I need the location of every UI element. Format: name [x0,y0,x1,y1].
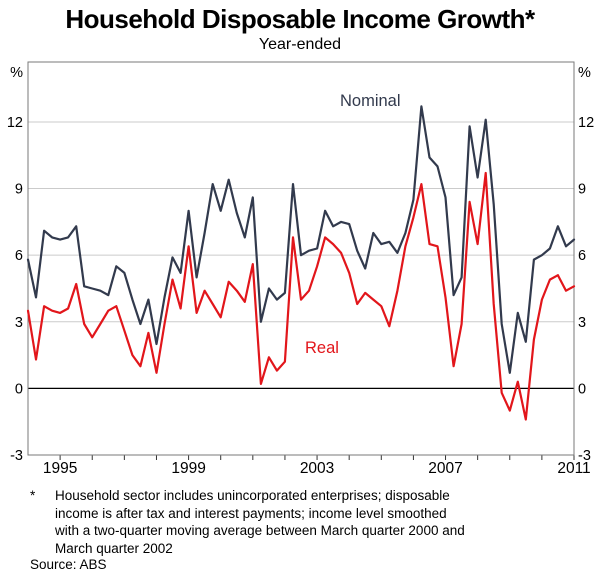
x-tick-label: 2003 [300,460,334,477]
footnote-marker: * [30,488,36,503]
series-line-real [26,171,576,421]
footnote-text: Household sector includes unincorporated… [55,488,465,556]
unit-label-right: % [578,65,591,81]
y-tick-label-right: 9 [578,182,586,198]
y-tick-label-left: 0 [15,381,23,397]
legend-label-nominal: Nominal [340,92,401,110]
x-tick-label: 2011 [557,460,590,477]
y-tick-label-left: 3 [15,315,23,331]
x-tick-label: 1999 [171,460,205,477]
x-tick-label: 2007 [428,460,462,477]
y-tick-label-right: 6 [578,248,586,264]
chart-subtitle: Year-ended [258,36,342,53]
y-tick-label-left: 6 [15,248,23,264]
plot-border [27,61,575,456]
y-tick-label-left: -3 [10,448,23,464]
chart-title: Household Disposable Income Growth* [65,4,535,34]
y-tick-label-right: 12 [578,115,594,131]
y-tick-label-right: 0 [578,381,586,397]
legend-label-real: Real [305,339,339,357]
y-tick-label-left: 12 [7,115,23,131]
y-tick-label-right: 3 [578,315,586,331]
y-tick-label-right: -3 [578,448,591,464]
footnote: * Household sector includes unincorporat… [30,487,550,557]
unit-label-left: % [10,65,23,81]
source-label: Source: ABS [30,557,107,572]
y-tick-label-left: 9 [15,182,23,198]
series-line-nominal [26,105,576,374]
x-tick-label: 1995 [43,460,77,477]
